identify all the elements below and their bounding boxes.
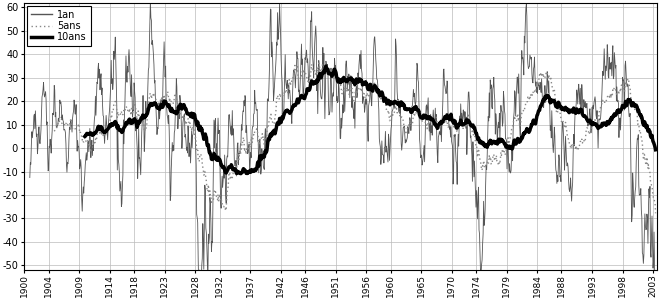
Legend: 1an, 5ans, 10ans: 1an, 5ans, 10ans (27, 6, 91, 47)
Line: 5ans: 5ans (54, 62, 656, 213)
10ans (652, 148, 660, 152)
10ans (103, 128, 111, 131)
Line: 1an: 1an (30, 1, 656, 297)
1an (103, 129, 111, 133)
10ans (144, 110, 152, 113)
5ans (356, 87, 364, 91)
10ans (412, 105, 420, 108)
5ans (652, 212, 660, 215)
1an (630, 202, 638, 205)
5ans (412, 112, 420, 116)
1an (412, 100, 420, 103)
10ans (630, 102, 638, 106)
5ans (630, 103, 638, 107)
10ans (356, 77, 364, 81)
10ans (578, 112, 586, 116)
5ans (103, 132, 111, 135)
1an (652, 278, 660, 281)
Line: 10ans: 10ans (85, 66, 656, 174)
5ans (578, 141, 586, 145)
1an (144, 85, 152, 89)
1an (578, 93, 586, 96)
1an (356, 56, 364, 60)
5ans (144, 104, 152, 108)
